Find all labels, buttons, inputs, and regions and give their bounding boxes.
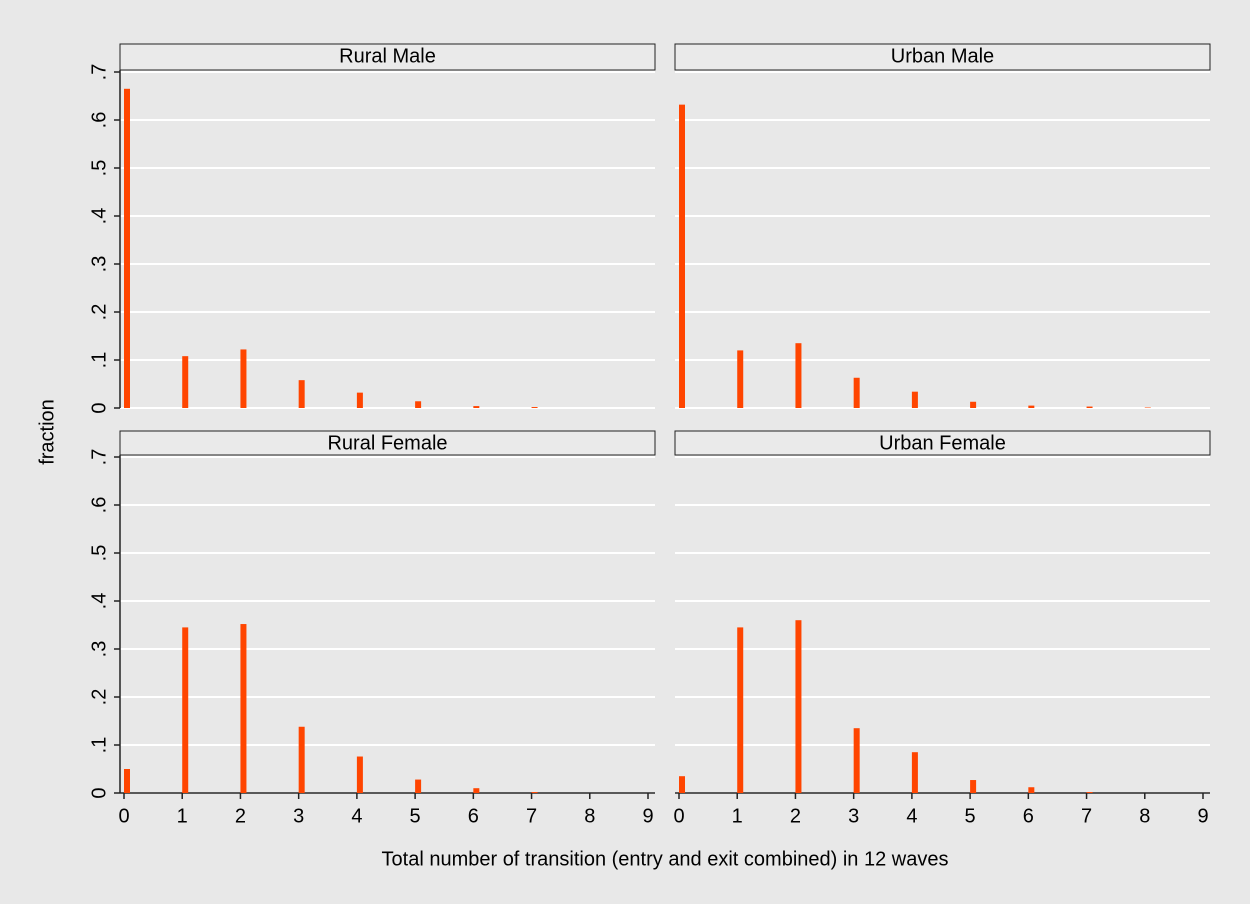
y-tick-label: .4 [88, 593, 110, 610]
panel-header [674, 43, 1211, 71]
x-tick-label: 3 [848, 805, 859, 827]
x-tick-label: 1 [177, 805, 188, 827]
y-tick-label: .7 [88, 64, 110, 81]
bar [795, 343, 802, 408]
panel-title: Urban Male [891, 45, 994, 67]
bar [356, 392, 363, 408]
x-tick-label: 9 [642, 805, 653, 827]
panel-header [119, 430, 656, 456]
x-tick-label: 1 [732, 805, 743, 827]
y-tick-label: .5 [88, 160, 110, 177]
panel-header [674, 430, 1211, 456]
bar [531, 407, 538, 408]
bar [415, 779, 422, 793]
x-tick-label: 7 [1081, 805, 1092, 827]
x-tick-label: 7 [526, 805, 537, 827]
x-tick-label: 8 [584, 805, 595, 827]
bar [182, 356, 189, 408]
bar [298, 380, 305, 408]
x-tick-label: 5 [965, 805, 976, 827]
x-tick-label: 4 [906, 805, 917, 827]
panel-title: Rural Female [327, 432, 447, 454]
bar [911, 752, 918, 793]
x-axis-title: Total number of transition (entry and ex… [382, 848, 949, 870]
bar [853, 377, 860, 408]
bar [473, 788, 480, 793]
bar [1086, 406, 1093, 408]
x-tick-label: 6 [468, 805, 479, 827]
bar [531, 792, 538, 793]
bar [240, 624, 247, 793]
y-tick-label: .4 [88, 208, 110, 225]
panel-title: Urban Female [879, 432, 1006, 454]
bar [1086, 792, 1093, 793]
y-tick-label: .6 [88, 112, 110, 129]
bar [182, 627, 189, 793]
y-tick-label: 0 [88, 402, 110, 413]
x-tick-label: 5 [410, 805, 421, 827]
panel-header [119, 43, 656, 71]
x-tick-label: 3 [293, 805, 304, 827]
y-tick-label: .3 [88, 256, 110, 273]
y-tick-label: .5 [88, 545, 110, 562]
y-tick-label: .3 [88, 641, 110, 658]
y-tick-label: .1 [88, 352, 110, 369]
bar [911, 391, 918, 408]
x-tick-label: 2 [790, 805, 801, 827]
bar [853, 728, 860, 793]
bar [473, 406, 480, 408]
bar [970, 780, 977, 793]
y-axis-title: fraction [36, 399, 58, 465]
bar [970, 401, 977, 408]
bar [124, 88, 130, 409]
bar [679, 104, 685, 408]
x-tick-label: 2 [235, 805, 246, 827]
x-tick-label: 0 [673, 805, 684, 827]
bar [795, 620, 802, 793]
x-tick-label: 8 [1139, 805, 1150, 827]
bar [240, 349, 247, 408]
bar [415, 401, 422, 408]
y-tick-label: 0 [88, 787, 110, 798]
bar [298, 726, 305, 793]
x-tick-label: 9 [1197, 805, 1208, 827]
bar [679, 776, 685, 793]
y-tick-label: .2 [88, 689, 110, 706]
bar [124, 769, 130, 793]
bar [356, 756, 363, 793]
bar [1028, 405, 1035, 408]
panel-title: Rural Male [339, 45, 436, 67]
x-tick-label: 6 [1023, 805, 1034, 827]
x-tick-label: 0 [118, 805, 129, 827]
y-tick-label: .6 [88, 497, 110, 514]
y-tick-label: .2 [88, 304, 110, 321]
bar [737, 350, 744, 408]
y-tick-label: .7 [88, 449, 110, 466]
y-tick-label: .1 [88, 737, 110, 754]
bar [1028, 787, 1035, 793]
x-tick-label: 4 [351, 805, 362, 827]
bar [737, 627, 744, 793]
